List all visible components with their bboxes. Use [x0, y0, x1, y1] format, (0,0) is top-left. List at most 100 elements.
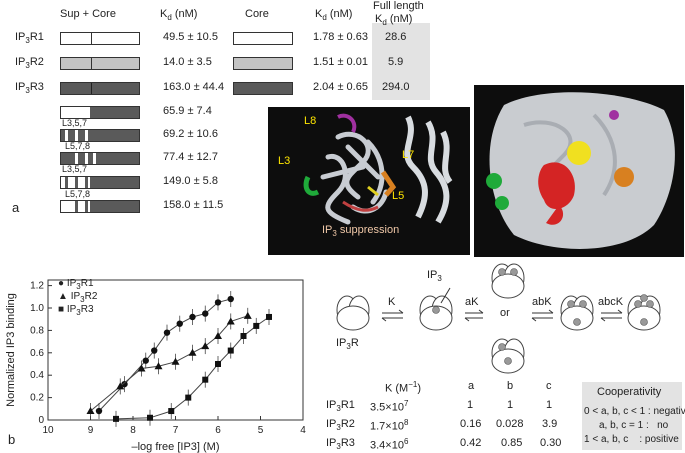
- data-point: [188, 348, 197, 356]
- b-value: 0.028: [496, 418, 524, 430]
- header-kd-1: Kd (nM): [160, 8, 198, 23]
- x-tick-label: 9: [88, 425, 94, 436]
- cooperativity-box: Cooperativity 0 < a, b, c < 1 : negative…: [582, 382, 685, 450]
- k-value: 3.5×107: [370, 399, 409, 414]
- row-label: IP3R3: [326, 437, 355, 452]
- chimera-bar: [60, 129, 140, 142]
- receptor-icon: [336, 295, 370, 331]
- panel-label-b: b: [8, 432, 16, 447]
- x-tick-label: 4: [300, 425, 306, 436]
- data-point: [226, 317, 235, 325]
- k-value: 1.7×108: [370, 418, 409, 433]
- y-tick-label: 0.6: [30, 348, 44, 359]
- receptor-label: IP3R: [336, 337, 359, 352]
- loop-label: L3,5,7: [62, 118, 88, 128]
- label-l3: L3: [278, 155, 291, 167]
- full-kd-value: 5.9: [388, 56, 404, 68]
- k-value: 3.4×106: [370, 437, 409, 452]
- data-point: [214, 299, 222, 306]
- core-kd-value: 1.51 ± 0.01: [313, 56, 368, 68]
- data-point: [137, 364, 146, 372]
- legend-item: ● IP3R1: [58, 278, 94, 291]
- x-tick-label: 6: [215, 425, 221, 436]
- a-value: 0.42: [460, 437, 482, 449]
- label-l8: L8: [304, 115, 317, 127]
- data-point: [154, 362, 163, 370]
- data-point: [214, 332, 222, 339]
- receptor-icon: [491, 263, 525, 299]
- data-point: [151, 347, 158, 354]
- row-label: IP3R3: [15, 81, 44, 96]
- c-value: 0.30: [540, 437, 562, 449]
- data-point: [168, 408, 175, 415]
- y-tick-label: 0.2: [30, 393, 44, 404]
- series-line: [90, 315, 248, 412]
- series-line: [115, 316, 270, 420]
- y-tick-label: 0.4: [30, 370, 44, 381]
- data-point: [95, 407, 103, 415]
- data-point: [142, 357, 149, 364]
- loop-label: L5,7,8: [65, 141, 91, 151]
- data-point: [116, 382, 125, 390]
- loop-label: L3,5,7: [62, 164, 88, 174]
- c-value: 3.9: [542, 418, 558, 430]
- table-header-a: a: [468, 380, 475, 392]
- data-point: [86, 407, 95, 415]
- rate-k: K: [388, 296, 396, 308]
- a-value: 1: [467, 399, 474, 411]
- full-length-box: [372, 23, 430, 100]
- data-point: [176, 320, 183, 327]
- table-header-k: K (M−1): [385, 380, 422, 395]
- chimera-kd: 65.9 ± 7.4: [163, 105, 212, 117]
- data-point: [253, 322, 260, 329]
- panel-label-a: a: [12, 200, 20, 215]
- b-value: 0.85: [501, 437, 523, 449]
- x-tick-label: 5: [258, 425, 264, 436]
- table-header-b: b: [507, 380, 514, 392]
- domain-bar-r3: [60, 82, 140, 95]
- a-value: 0.16: [460, 418, 482, 430]
- core-bar-r2: [233, 57, 293, 70]
- loop-label: L5,7,8: [65, 189, 91, 199]
- data-point: [227, 347, 234, 354]
- or-label: or: [500, 307, 510, 319]
- kd-value: 163.0 ± 44.4: [163, 81, 225, 93]
- x-axis-label: –log free [IP3] (M): [131, 441, 219, 453]
- full-kd-value: 28.6: [385, 31, 407, 43]
- header-kd-3: Kd (nM): [375, 13, 413, 28]
- header-sup-core: Sup + Core: [60, 8, 116, 20]
- surface-structure: [474, 85, 684, 257]
- data-point: [227, 295, 234, 303]
- chimera-bar: [60, 176, 140, 189]
- data-point: [121, 380, 128, 388]
- x-tick-label: 10: [42, 425, 54, 436]
- cooperativity-title: Cooperativity: [597, 386, 662, 398]
- row-label: IP3R1: [15, 31, 44, 46]
- ip3-label: IP3: [427, 269, 442, 284]
- data-point: [240, 333, 247, 339]
- cooperativity-negative: 0 < a, b, c < 1 : negative: [584, 406, 685, 417]
- cooperativity-positive: 1 < a, b, c : positive: [584, 434, 679, 445]
- chimera-bar: [60, 200, 140, 213]
- chimera-kd: 149.0 ± 5.8: [163, 175, 218, 187]
- domain-bar-r1: [60, 32, 140, 45]
- header-full-length: Full length: [373, 0, 424, 12]
- cooperativity-none: a, b, c = 1 : no: [599, 420, 669, 431]
- y-tick-label: 1.2: [30, 281, 44, 292]
- data-point: [189, 313, 196, 321]
- ribbon-structure: L8 L3 L7 L5 IP3 suppression: [268, 107, 470, 255]
- label-l5: L5: [392, 190, 405, 202]
- core-kd-value: 1.78 ± 0.63: [313, 31, 368, 43]
- rate-abk: abK: [532, 296, 552, 308]
- domain-bar-r2: [60, 57, 140, 70]
- legend-item: ■ IP3R3: [58, 304, 94, 317]
- table-header-c: c: [546, 380, 552, 392]
- surface-structure-drawing: [486, 92, 675, 249]
- core-bar-r1: [233, 32, 293, 45]
- header-kd-2: Kd (nM): [315, 8, 353, 23]
- kd-value: 49.5 ± 10.5: [163, 31, 218, 43]
- chimera-kd: 69.2 ± 10.6: [163, 128, 218, 140]
- receptor-icon: [560, 295, 594, 331]
- label-suppression: IP3 suppression: [322, 224, 400, 239]
- chart-legend: ● IP3R1 ▲ IP3R2 ■ IP3R3: [58, 278, 97, 317]
